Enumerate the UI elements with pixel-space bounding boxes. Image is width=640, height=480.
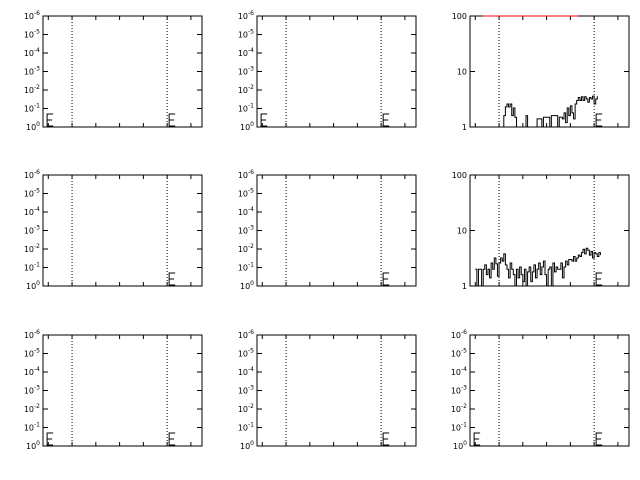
detector-panel: 100 10-1 10-2 10-3 10-4 10-5 10-6 — [24, 10, 203, 132]
y-tick-label: 10-4 — [238, 47, 254, 58]
flag-marker — [595, 113, 603, 127]
y-tick-label: 10-6 — [238, 169, 254, 180]
y-tick-label: 10-6 — [238, 10, 254, 21]
detector-panel: 100 10-1 10-2 10-3 10-4 10-5 10-6 — [451, 329, 630, 451]
plot-frame — [42, 15, 203, 128]
y-tick-label: 10-1 — [238, 422, 254, 433]
flag-marker — [46, 113, 54, 127]
count-rate-series — [502, 95, 598, 128]
detector-panel: 1 10 100 — [452, 12, 630, 132]
flag-marker — [168, 432, 176, 446]
y-tick-label: 10-4 — [24, 366, 40, 377]
y-tick-label: 100 — [26, 440, 40, 451]
detector-panel: 100 10-1 10-2 10-3 10-4 10-5 10-6 — [238, 329, 417, 451]
plot-frame — [469, 15, 630, 128]
y-tick-label: 10-6 — [24, 10, 40, 21]
y-tick-label: 10-5 — [24, 188, 40, 199]
y-tick-label: 10-5 — [24, 348, 40, 359]
y-tick-label: 10-1 — [238, 262, 254, 273]
flag-marker — [595, 432, 603, 446]
y-tick-label: 10-3 — [24, 385, 40, 396]
plot-frame — [469, 334, 630, 447]
y-tick-label: 100 — [240, 280, 254, 291]
y-tick-label: 100 — [240, 121, 254, 132]
y-tick-label: 10-3 — [451, 385, 467, 396]
flag-marker — [382, 272, 390, 286]
y-tick-label: 10-2 — [451, 403, 467, 414]
flag-marker — [473, 432, 481, 446]
y-tick-label: 10-6 — [24, 169, 40, 180]
y-tick-label: 10-5 — [238, 29, 254, 40]
y-tick-label: 10-2 — [238, 243, 254, 254]
y-tick-label: 10-5 — [451, 348, 467, 359]
y-tick-label: 10-6 — [238, 329, 254, 340]
y-tick-label: 10-2 — [24, 403, 40, 414]
flag-marker — [168, 113, 176, 127]
flag-marker — [595, 272, 603, 286]
y-tick-label: 10-2 — [238, 403, 254, 414]
y-tick-label: 10-1 — [24, 422, 40, 433]
y-tick-label: 10-1 — [24, 262, 40, 273]
plot-frame — [256, 174, 417, 287]
y-tick-label: 10-4 — [24, 206, 40, 217]
y-tick-label: 10 — [457, 227, 467, 236]
y-tick-label: 10-2 — [238, 84, 254, 95]
y-tick-label: 10-1 — [24, 103, 40, 114]
y-tick-label: 10-4 — [451, 366, 467, 377]
flag-marker — [260, 113, 268, 127]
y-tick-label: 10-1 — [238, 103, 254, 114]
y-tick-label: 100 — [26, 121, 40, 132]
y-tick-label: 10-3 — [238, 385, 254, 396]
y-tick-label: 10-5 — [24, 29, 40, 40]
y-tick-label: 10-3 — [24, 225, 40, 236]
plot-frame — [42, 174, 203, 287]
y-tick-label: 10-5 — [238, 188, 254, 199]
flag-marker — [382, 432, 390, 446]
plot-frame — [42, 334, 203, 447]
y-tick-label: 10-3 — [238, 225, 254, 236]
y-tick-label: 10-3 — [24, 66, 40, 77]
y-tick-label: 10-3 — [238, 66, 254, 77]
y-tick-label: 10-4 — [238, 206, 254, 217]
detector-panel: 1 10 100 — [452, 171, 630, 291]
detector-panel: 100 10-1 10-2 10-3 10-4 10-5 10-6 — [24, 169, 203, 291]
y-tick-label: 1 — [462, 123, 467, 132]
y-tick-label: 100 — [26, 280, 40, 291]
y-tick-label: 1 — [462, 282, 467, 291]
y-tick-label: 10-6 — [451, 329, 467, 340]
plot-frame — [256, 334, 417, 447]
flag-marker — [168, 272, 176, 286]
flag-marker — [46, 432, 54, 446]
count-rate-series — [475, 247, 601, 287]
detector-panel: 100 10-1 10-2 10-3 10-4 10-5 10-6 — [24, 329, 203, 451]
flag-marker — [382, 113, 390, 127]
y-tick-label: 10-5 — [238, 348, 254, 359]
detector-panel: 100 10-1 10-2 10-3 10-4 10-5 10-6 — [238, 10, 417, 132]
y-tick-label: 10-2 — [24, 84, 40, 95]
y-tick-label: 100 — [452, 12, 467, 21]
y-tick-label: 10-4 — [238, 366, 254, 377]
y-tick-label: 10-1 — [451, 422, 467, 433]
plot-frame — [256, 15, 417, 128]
y-tick-label: 100 — [453, 440, 467, 451]
detector-panel: 100 10-1 10-2 10-3 10-4 10-5 10-6 — [238, 169, 417, 291]
y-tick-label: 10-4 — [24, 47, 40, 58]
y-tick-label: 10-2 — [24, 243, 40, 254]
y-tick-label: 10 — [457, 68, 467, 77]
y-tick-label: 100 — [452, 171, 467, 180]
y-tick-label: 10-6 — [24, 329, 40, 340]
y-tick-label: 100 — [240, 440, 254, 451]
